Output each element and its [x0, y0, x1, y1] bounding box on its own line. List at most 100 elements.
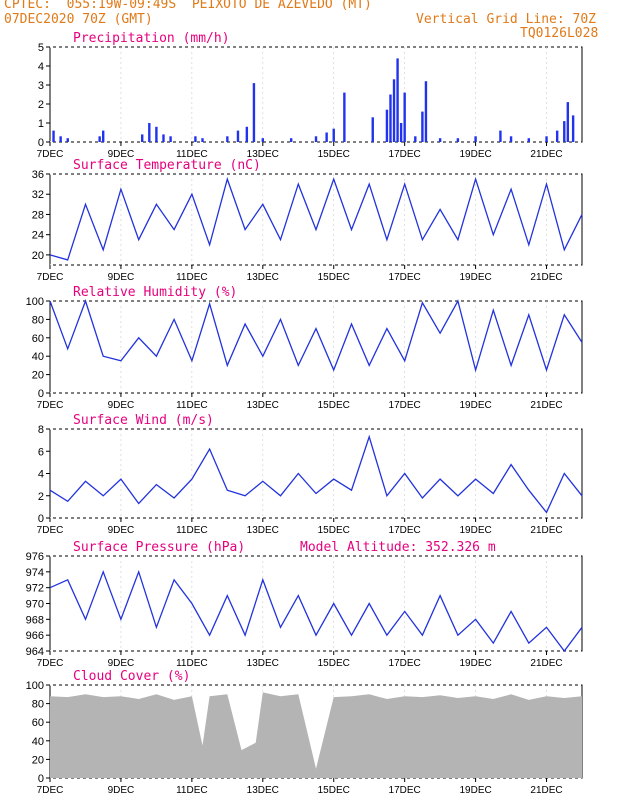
wind-xtick-label: 21DEC	[530, 525, 562, 536]
pres-xtick-label: 15DEC	[318, 658, 350, 669]
precip-xtick-label: 15DEC	[318, 149, 350, 160]
pres-xtick-label: 11DEC	[176, 658, 208, 669]
header-date: 07DEC2020 70Z (GMT)	[4, 12, 153, 27]
pres-title: Surface Pressure (hPa)	[73, 540, 245, 555]
precip-bar	[332, 128, 335, 142]
rh-xtick-label: 21DEC	[530, 400, 562, 411]
pres-xtick-label: 19DEC	[459, 658, 491, 669]
pres-ytick-label: 968	[26, 614, 44, 626]
precip-bar	[421, 111, 424, 142]
header-code: TQ0126L028	[520, 26, 599, 41]
rh-xtick-label: 17DEC	[389, 400, 421, 411]
temp-series-line	[49, 176, 583, 261]
temp-xtick-label: 11DEC	[176, 272, 208, 283]
precip-ytick-label: 5	[38, 42, 44, 54]
precip-bar	[59, 136, 62, 142]
precip-bar	[566, 102, 570, 142]
rh-xtick-label: 7DEC	[37, 400, 64, 411]
wind-frame	[49, 428, 583, 519]
precip-bar	[438, 138, 442, 142]
pres-xtick-label: 9DEC	[108, 658, 135, 669]
temp-ytick-label: 28	[32, 209, 44, 221]
cloud-xtick-label: 17DEC	[389, 785, 421, 796]
temp-ytick-label: 24	[32, 230, 44, 242]
precip-ytick-label: 2	[38, 99, 44, 111]
pres-frame	[49, 555, 583, 652]
precip-bar	[236, 130, 240, 142]
precip-bar	[343, 92, 346, 142]
precip-bar	[226, 136, 229, 142]
pres-note: Model Altitude: 352.326 m	[300, 540, 496, 555]
rh-ytick-label: 40	[32, 351, 44, 363]
cloud-ytick-label: 80	[32, 699, 44, 711]
rh-ytick-label: 0	[38, 388, 44, 400]
precip-ytick-label: 0	[38, 137, 44, 149]
header-grid-note: Vertical Grid Line: 70Z	[416, 12, 597, 27]
precip-bar	[148, 123, 151, 142]
precip-bar	[252, 83, 256, 142]
cloud-ytick-label: 0	[38, 773, 44, 785]
precip-bar	[102, 130, 105, 142]
precip-bar	[545, 136, 548, 142]
precip-xtick-label: 9DEC	[108, 149, 135, 160]
pres-ytick-label: 970	[26, 599, 44, 611]
pres-ytick-label: 974	[26, 567, 44, 579]
temp-xtick-label: 7DEC	[37, 272, 64, 283]
cloud-xtick-label: 9DEC	[108, 785, 135, 796]
cloud-xtick-label: 19DEC	[459, 785, 491, 796]
wind-ytick-label: 4	[38, 469, 44, 481]
rh-xtick-label: 13DEC	[247, 400, 279, 411]
temp-ytick-label: 36	[32, 169, 44, 181]
rh-ytick-label: 80	[32, 314, 44, 326]
wind-title: Surface Wind (m/s)	[73, 413, 214, 428]
header-station: CPTEC: 055:19W-09:49S PEIXOTO DE AZEVEDO…	[4, 0, 372, 12]
rh-series-line	[49, 299, 583, 373]
precip-bar	[141, 134, 144, 142]
wind-xtick-label: 15DEC	[318, 525, 350, 536]
temp-frame	[49, 173, 583, 266]
temp-xtick-label: 9DEC	[108, 272, 135, 283]
rh-ytick-label: 100	[26, 296, 44, 308]
precip-bar	[571, 115, 575, 142]
cloud-xtick-label: 21DEC	[530, 785, 562, 796]
precip-bar	[325, 132, 328, 142]
precip-bar	[399, 123, 403, 142]
rh-xtick-label: 19DEC	[459, 400, 491, 411]
precip-bar	[245, 126, 249, 142]
wind-xtick-label: 13DEC	[247, 525, 279, 536]
pres-xtick-label: 21DEC	[530, 658, 562, 669]
pres-series-line	[49, 569, 583, 653]
precip-frame	[49, 46, 583, 143]
precip-bar	[392, 79, 396, 142]
precip-xtick-label: 19DEC	[459, 149, 491, 160]
wind-ytick-label: 6	[38, 446, 44, 458]
precip-bar	[396, 58, 399, 142]
precip-bar	[52, 130, 55, 142]
precip-bar	[456, 138, 460, 142]
temp-xtick-label: 17DEC	[389, 272, 421, 283]
rh-xtick-label: 11DEC	[176, 400, 208, 411]
precip-bar	[155, 126, 158, 142]
pres-xtick-label: 7DEC	[37, 658, 64, 669]
precip-bar	[162, 134, 165, 142]
cloud-cover-area	[50, 692, 582, 778]
pres-xtick-label: 13DEC	[247, 658, 279, 669]
precip-bar	[66, 138, 69, 142]
wind-xtick-label: 9DEC	[108, 525, 135, 536]
precip-ytick-label: 4	[38, 61, 44, 73]
precip-bar	[98, 136, 101, 142]
temp-xtick-label: 13DEC	[247, 272, 279, 283]
cloud-ytick-label: 40	[32, 736, 44, 748]
precip-bar	[371, 117, 374, 142]
temp-ytick-label: 20	[32, 250, 44, 262]
precip-bar	[509, 136, 513, 142]
precip-bar	[194, 136, 197, 142]
cloud-xtick-label: 15DEC	[318, 785, 350, 796]
cloud-ytick-label: 60	[32, 717, 44, 729]
temp-title: Surface Temperature (nC)	[73, 158, 261, 173]
precip-bar	[289, 138, 293, 142]
cloud-ytick-label: 20	[32, 754, 44, 766]
precip-bar	[201, 138, 204, 142]
precip-ytick-label: 1	[38, 118, 44, 130]
